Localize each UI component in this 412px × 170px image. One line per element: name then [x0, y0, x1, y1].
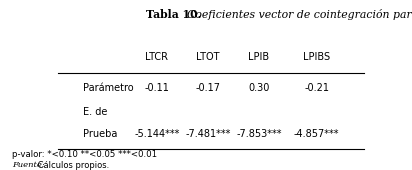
- Text: -7.481***: -7.481***: [185, 129, 231, 139]
- Text: 0.30: 0.30: [248, 83, 270, 93]
- Text: -7.853***: -7.853***: [236, 129, 282, 139]
- Text: -0.21: -0.21: [304, 83, 329, 93]
- Text: LPIBS: LPIBS: [303, 52, 330, 62]
- Text: p-valor: *<0.10 **<0.05 ***<0.01: p-valor: *<0.10 **<0.05 ***<0.01: [12, 150, 157, 159]
- Text: Parámetro: Parámetro: [83, 83, 134, 93]
- Text: -0.11: -0.11: [145, 83, 169, 93]
- Text: LPIB: LPIB: [248, 52, 269, 62]
- Text: Fuente:: Fuente:: [12, 161, 45, 169]
- Text: -0.17: -0.17: [195, 83, 220, 93]
- Text: E. de: E. de: [83, 107, 108, 117]
- Text: -5.144***: -5.144***: [134, 129, 180, 139]
- Text: Tabla 10.: Tabla 10.: [146, 9, 201, 20]
- Text: LTCR: LTCR: [145, 52, 169, 62]
- Text: LTOT: LTOT: [196, 52, 220, 62]
- Text: Coeficientes vector de cointegración para CCS: Coeficientes vector de cointegración par…: [187, 9, 412, 20]
- Text: -4.857***: -4.857***: [294, 129, 339, 139]
- Text: Prueba: Prueba: [83, 129, 118, 139]
- Text: Cálculos propios.: Cálculos propios.: [35, 161, 109, 170]
